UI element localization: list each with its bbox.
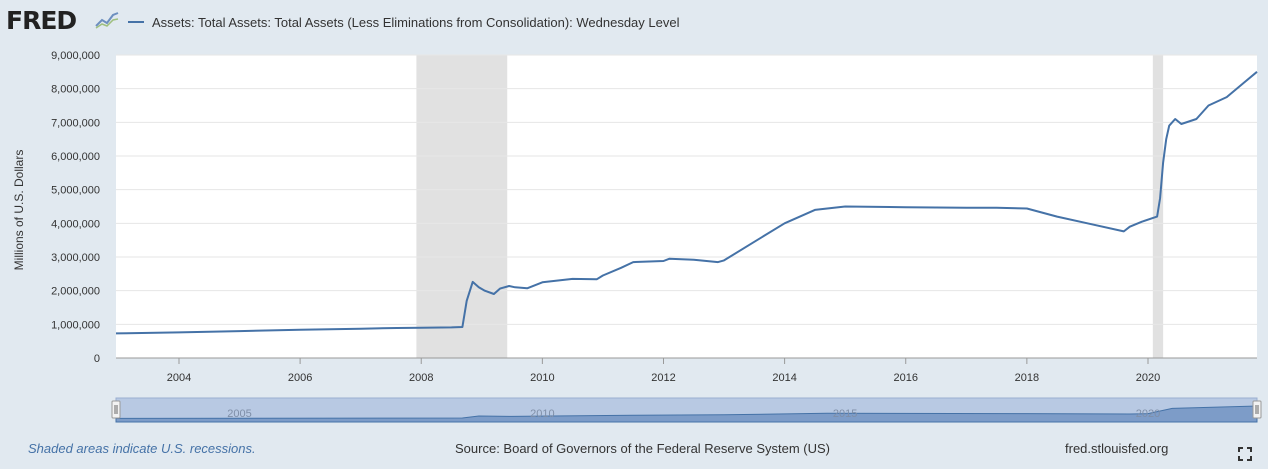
y-tick-label: 2,000,000 <box>51 286 100 298</box>
fred-link[interactable]: fred.stlouisfed.org <box>1065 441 1169 456</box>
navigator-label: 2010 <box>530 408 554 420</box>
range-navigator[interactable]: 2005 2010 2015 2020 <box>111 397 1262 423</box>
recession-note: Shaded areas indicate U.S. recessions. <box>28 441 256 456</box>
gridlines <box>116 54 1257 359</box>
fullscreen-icon[interactable] <box>1238 447 1252 461</box>
x-tick-label: 2014 <box>772 372 796 384</box>
y-tick-label: 1,000,000 <box>51 319 100 331</box>
x-tick-label: 2004 <box>167 372 191 384</box>
navigator-series <box>115 405 1258 423</box>
legend-item[interactable]: Assets: Total Assets: Total Assets (Less… <box>128 12 679 32</box>
navigator-label: 2015 <box>833 408 857 420</box>
navigator-handle-right[interactable] <box>1252 400 1262 419</box>
y-tick-label: 9,000,000 <box>51 50 100 62</box>
y-tick-label: 6,000,000 <box>51 151 100 163</box>
series-line[interactable] <box>115 71 1258 335</box>
y-tick-label: 5,000,000 <box>51 185 100 197</box>
y-axis: 0 1,000,000 2,000,000 3,000,000 4,000,000 5,0… <box>51 50 100 365</box>
navigator-label: 2020 <box>1136 408 1160 420</box>
x-tick-label: 2020 <box>1136 372 1160 384</box>
source-text: Source: Board of Governors of the Federa… <box>455 441 830 456</box>
navigator-label: 2005 <box>227 408 251 420</box>
y-tick-label: 7,000,000 <box>51 117 100 129</box>
legend-label: Assets: Total Assets: Total Assets (Less… <box>152 14 680 30</box>
line-graph-icon <box>94 10 120 30</box>
chart-header: FRED Assets: Total Assets: Total Assets … <box>0 0 1268 48</box>
y-tick-label: 8,000,000 <box>51 84 100 96</box>
recession-band <box>416 55 508 358</box>
x-tick-label: 2016 <box>893 372 917 384</box>
y-tick-label: 3,000,000 <box>51 252 100 264</box>
legend-swatch <box>128 21 144 23</box>
chart-area[interactable]: 0 1,000,000 2,000,000 3,000,000 4,000,000 5,0… <box>0 0 1268 430</box>
x-tick-label: 2012 <box>651 372 675 384</box>
navigator-handle-left[interactable] <box>111 400 121 419</box>
y-tick-label: 4,000,000 <box>51 218 100 230</box>
x-tick-label: 2006 <box>288 372 312 384</box>
x-tick-label: 2018 <box>1015 372 1039 384</box>
x-tick-label: 2010 <box>530 372 554 384</box>
plot-background <box>116 55 1257 358</box>
series-line-group <box>115 71 1258 335</box>
x-tick-label: 2008 <box>409 372 433 384</box>
fred-logo[interactable]: FRED <box>6 6 77 35</box>
x-axis: 2004 2006 2008 2010 2012 2014 2016 2018 2020 <box>167 358 1160 384</box>
y-tick-label: 0 <box>94 353 100 365</box>
y-axis-label: Millions of U.S. Dollars <box>12 150 26 271</box>
